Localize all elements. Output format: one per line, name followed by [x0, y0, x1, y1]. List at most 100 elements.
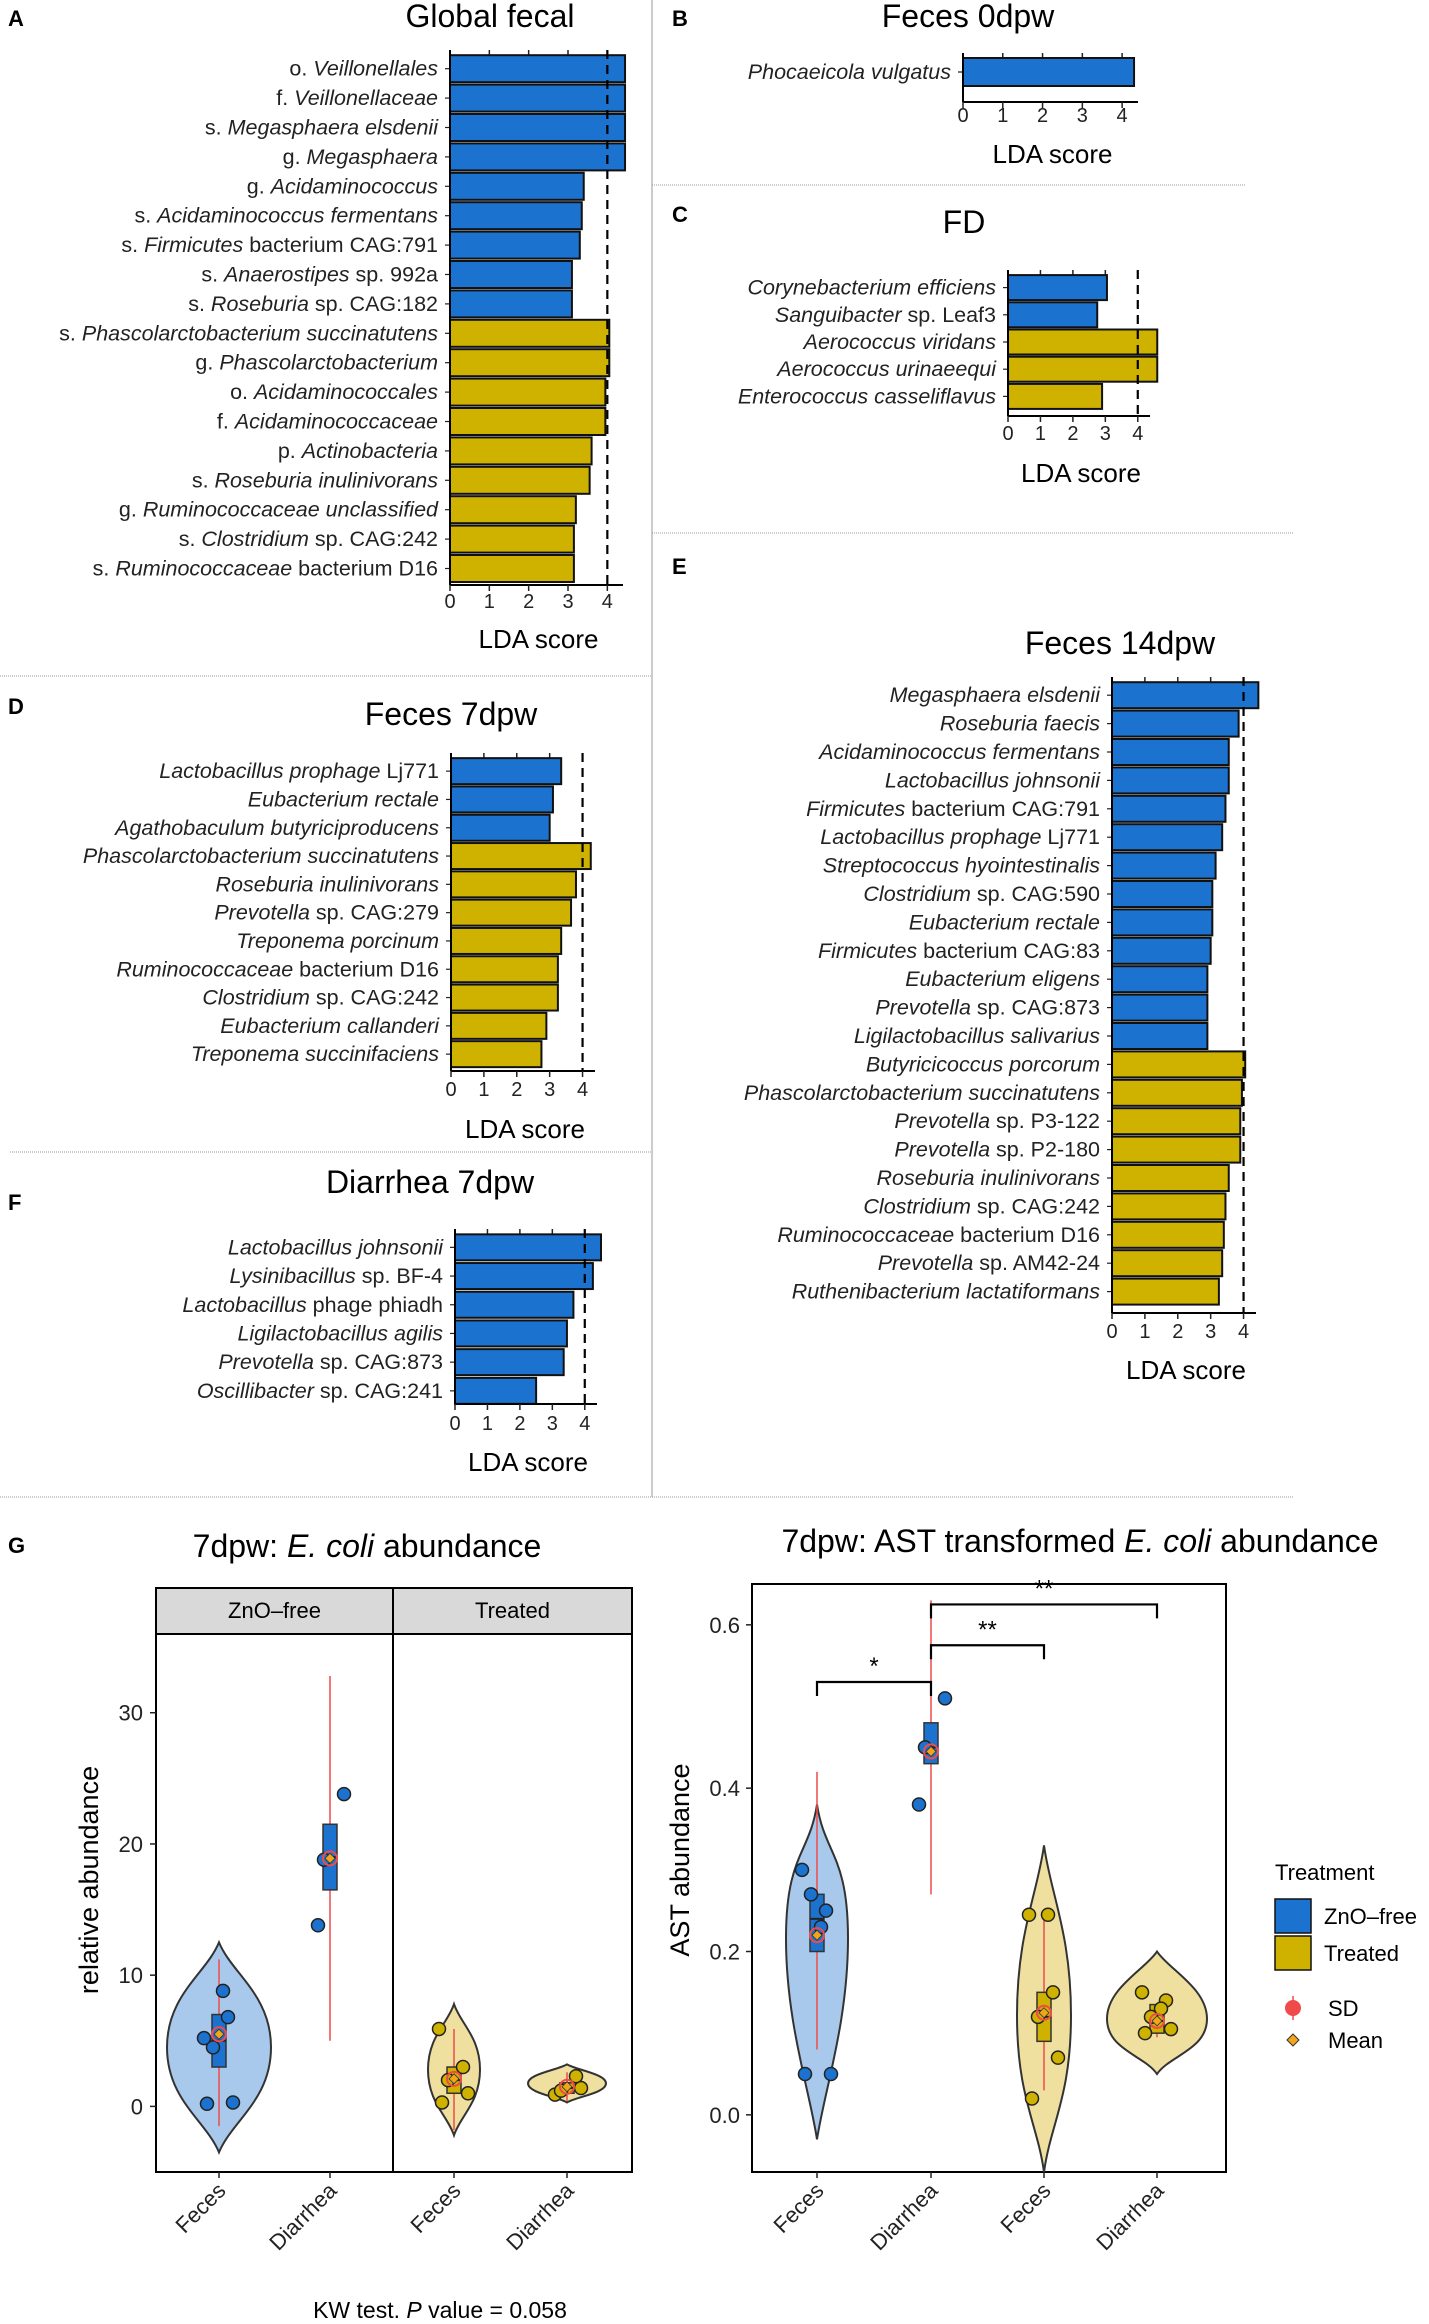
chart-title: Global fecal — [406, 0, 575, 34]
mean-ring — [923, 1743, 939, 1760]
x-tick-label: Feces — [405, 2178, 465, 2238]
category-label: Phascolarctobacterium succinatutens — [744, 1081, 1100, 1105]
bar — [1111, 1192, 1227, 1221]
bar — [450, 926, 563, 955]
chart-ast-ecoli-abundance: 7dpw: AST transformed E. coli abundance 0… — [665, 1523, 1379, 2255]
bar — [450, 842, 592, 871]
x-tick-label: 2 — [1172, 1321, 1183, 1343]
y-tick-label: 0 — [131, 2094, 143, 2119]
category-label: g. Megasphaera — [283, 145, 438, 169]
bar — [449, 289, 573, 319]
chart-title: Feces 7dpw — [365, 696, 538, 732]
bar — [449, 171, 585, 201]
data-point — [937, 1691, 953, 1706]
x-tick-label: Diarrhea — [1091, 2177, 1169, 2255]
mean-marker — [561, 2081, 573, 2093]
panel-letter-C: C — [672, 202, 688, 227]
bar — [1111, 1164, 1230, 1192]
y-tick-label: 0.0 — [709, 2103, 740, 2128]
chart-feces-7dpw: Feces 7dpw Lactobacillus prophage Lj771 Eu… — [83, 696, 595, 1144]
legend-swatch-zno — [1274, 1898, 1312, 1934]
x-axis-label: LDA score — [1126, 1355, 1246, 1385]
x-tick-label: 0 — [957, 105, 968, 127]
bar — [450, 785, 554, 814]
bar — [449, 524, 575, 554]
bar — [1111, 851, 1217, 880]
category-label: Butyricicoccus porcorum — [866, 1052, 1100, 1076]
category-label: Lactobacillus phage phiadh — [182, 1293, 443, 1317]
category-label: Ruminococcaceae bacterium D16 — [777, 1223, 1100, 1247]
category-label: Firmicutes bacterium CAG:791 — [806, 797, 1100, 821]
bar — [1111, 965, 1209, 994]
category-label: Firmicutes bacterium CAG:83 — [818, 939, 1100, 963]
data-point — [1134, 1985, 1150, 2000]
bar — [449, 554, 575, 583]
bar — [1007, 382, 1104, 410]
x-tick-label: 1 — [1035, 423, 1046, 445]
category-label: s. Anaerostipes sp. 992a — [201, 263, 438, 287]
category-label: s. Acidaminococcus fermentans — [134, 204, 438, 228]
x-tick-label: 4 — [579, 1413, 590, 1435]
data-point — [460, 2086, 476, 2101]
category-label: Agathobaculum butyriciproducens — [113, 816, 439, 840]
category-label: s. Firmicutes bacterium CAG:791 — [121, 233, 438, 257]
data-point — [803, 1887, 819, 1902]
bar — [454, 1348, 565, 1377]
category-label: Prevotella sp. P2-180 — [894, 1138, 1100, 1162]
category-label: Clostridium sp. CAG:242 — [863, 1194, 1100, 1218]
chart-ecoli-abundance: 7dpw: E. coli abundance ZnO–free Treated 0 1… — [74, 1528, 633, 2323]
data-point — [1021, 1907, 1037, 1922]
significance-label: ** — [978, 1616, 997, 1643]
bar — [1111, 1220, 1225, 1249]
x-tick-label: 4 — [577, 1079, 588, 1101]
bar — [449, 465, 591, 495]
data-point — [1137, 2025, 1153, 2041]
bar — [450, 898, 573, 927]
x-tick-label: Diarrhea — [501, 2177, 579, 2255]
bar — [1111, 766, 1230, 795]
category-label: g. Phascolarctobacterium — [195, 351, 438, 375]
bar — [1007, 274, 1108, 302]
x-tick-label: 3 — [544, 1079, 555, 1101]
mean-ring — [559, 2078, 575, 2095]
x-tick-label: 2 — [511, 1079, 522, 1101]
x-tick-label: 3 — [562, 591, 573, 613]
bar — [450, 757, 563, 786]
treatment-legend: Treatment ZnO–free Treated SD Mean — [1274, 1860, 1417, 2053]
x-tick-label: 1 — [997, 105, 1008, 127]
x-tick-label: 3 — [1077, 105, 1088, 127]
bar — [449, 495, 577, 525]
data-point — [911, 1797, 927, 1812]
bar — [450, 955, 559, 984]
x-tick-label: 1 — [484, 591, 495, 613]
data-point — [310, 1918, 326, 1933]
data-point — [205, 2040, 221, 2055]
x-tick-label: 1 — [482, 1413, 493, 1435]
x-tick-label: Feces — [768, 2178, 828, 2238]
significance-bracket — [815, 1680, 933, 1696]
significance-bracket — [929, 1603, 1159, 1619]
chart-fd: FD Corynebacterium efficiens Sanguibacter … — [738, 204, 1159, 488]
data-point — [225, 2095, 241, 2110]
data-point — [823, 2066, 839, 2082]
x-tick-label: 3 — [1205, 1321, 1216, 1343]
x-tick-label: Feces — [170, 2178, 230, 2238]
y-tick-label: 10 — [119, 1963, 143, 1988]
bar — [1007, 355, 1159, 383]
category-label: Eubacterium rectale — [248, 787, 439, 811]
bar — [449, 377, 607, 407]
category-label: Enterococcus casseliflavus — [738, 384, 996, 408]
panel-letter-E: E — [672, 554, 687, 579]
category-label: Eubacterium rectale — [909, 910, 1100, 934]
chart-diarrhea-7dpw: Diarrhea 7dpw Lactobacillus johnsonii Lysi… — [182, 1164, 602, 1477]
x-tick-label: 4 — [1238, 1321, 1249, 1343]
data-point — [573, 2080, 589, 2096]
chart-title: Feces 14dpw — [1025, 625, 1216, 661]
bar — [449, 230, 581, 260]
mean-marker — [324, 1852, 336, 1864]
data-point — [196, 2030, 212, 2046]
category-label: Roseburia inulinivorans — [216, 872, 440, 896]
category-label: s. Clostridium sp. CAG:242 — [179, 527, 438, 551]
data-point — [199, 2096, 215, 2112]
bar — [449, 113, 627, 142]
